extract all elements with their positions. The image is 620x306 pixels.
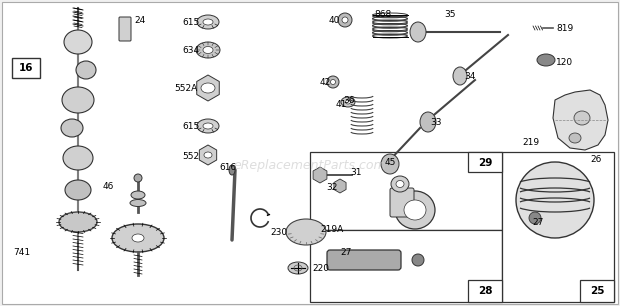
Ellipse shape [404, 200, 426, 220]
Text: 616: 616 [219, 163, 236, 172]
Text: 46: 46 [103, 182, 114, 191]
Ellipse shape [288, 262, 308, 274]
Text: 219A: 219A [320, 225, 343, 234]
Ellipse shape [516, 162, 594, 238]
Ellipse shape [64, 30, 92, 54]
Text: 36: 36 [343, 96, 355, 105]
Ellipse shape [286, 219, 326, 245]
Ellipse shape [529, 212, 541, 224]
Ellipse shape [342, 17, 348, 23]
Ellipse shape [330, 80, 335, 84]
Text: 45: 45 [385, 158, 396, 167]
Ellipse shape [61, 119, 83, 137]
Ellipse shape [204, 152, 212, 158]
Ellipse shape [453, 67, 467, 85]
Ellipse shape [196, 42, 220, 58]
Text: 33: 33 [430, 118, 441, 127]
Ellipse shape [197, 119, 219, 133]
Ellipse shape [63, 146, 93, 170]
Ellipse shape [203, 123, 213, 129]
Ellipse shape [229, 165, 235, 175]
Ellipse shape [537, 54, 555, 66]
Text: 26: 26 [590, 155, 601, 164]
Ellipse shape [396, 181, 404, 188]
Text: 741: 741 [13, 248, 30, 257]
Text: 552: 552 [182, 152, 199, 161]
Text: 27: 27 [532, 218, 543, 227]
Ellipse shape [76, 61, 96, 79]
Ellipse shape [197, 15, 219, 29]
Ellipse shape [412, 254, 424, 266]
Text: 41: 41 [336, 100, 347, 109]
Bar [468, 280, 502, 302]
Ellipse shape [574, 111, 590, 125]
Text: 32: 32 [326, 183, 337, 192]
Bar [373, 15, 407, 37]
Text: 868: 868 [374, 10, 391, 19]
Ellipse shape [338, 13, 352, 27]
Text: 34: 34 [464, 72, 476, 81]
Ellipse shape [391, 176, 409, 192]
Text: 24: 24 [134, 16, 145, 25]
Text: 40: 40 [329, 16, 340, 25]
Ellipse shape [345, 100, 350, 104]
Ellipse shape [420, 112, 436, 132]
Ellipse shape [134, 174, 142, 182]
Ellipse shape [201, 83, 215, 93]
Text: 819: 819 [556, 24, 574, 33]
Text: 16: 16 [19, 63, 33, 73]
Bar [502, 152, 614, 302]
Ellipse shape [569, 133, 581, 143]
Ellipse shape [131, 191, 145, 199]
Ellipse shape [130, 200, 146, 207]
Ellipse shape [132, 234, 144, 242]
Ellipse shape [341, 97, 355, 107]
FancyBboxPatch shape [327, 250, 401, 270]
Bar [468, 152, 502, 172]
Ellipse shape [381, 154, 399, 174]
Bar [580, 280, 614, 302]
Ellipse shape [203, 47, 213, 54]
FancyBboxPatch shape [390, 188, 414, 217]
Ellipse shape [59, 212, 97, 232]
Ellipse shape [410, 22, 426, 42]
Text: 28: 28 [478, 286, 492, 296]
Text: eReplacementParts.com: eReplacementParts.com [234, 159, 386, 171]
Text: 25: 25 [590, 286, 604, 296]
Text: 219: 219 [522, 138, 539, 147]
Bar [310, 230, 502, 302]
Bar [310, 152, 502, 230]
Ellipse shape [112, 224, 164, 252]
Text: 35: 35 [444, 10, 456, 19]
Ellipse shape [395, 191, 435, 229]
Text: 120: 120 [556, 58, 573, 67]
Text: 634: 634 [182, 46, 199, 55]
Text: 230: 230 [270, 228, 287, 237]
Text: 31: 31 [350, 168, 361, 177]
Text: 615: 615 [182, 18, 199, 27]
Text: 42: 42 [320, 78, 331, 87]
Text: 29: 29 [478, 158, 492, 168]
Ellipse shape [327, 76, 339, 88]
Text: 552A: 552A [174, 84, 197, 93]
Ellipse shape [65, 180, 91, 200]
Text: 220: 220 [312, 264, 329, 273]
Polygon shape [553, 90, 608, 150]
Text: 615: 615 [182, 122, 199, 131]
Text: 27: 27 [340, 248, 352, 257]
Ellipse shape [62, 87, 94, 113]
Bar [12, 58, 40, 78]
FancyBboxPatch shape [119, 17, 131, 41]
Ellipse shape [203, 19, 213, 25]
